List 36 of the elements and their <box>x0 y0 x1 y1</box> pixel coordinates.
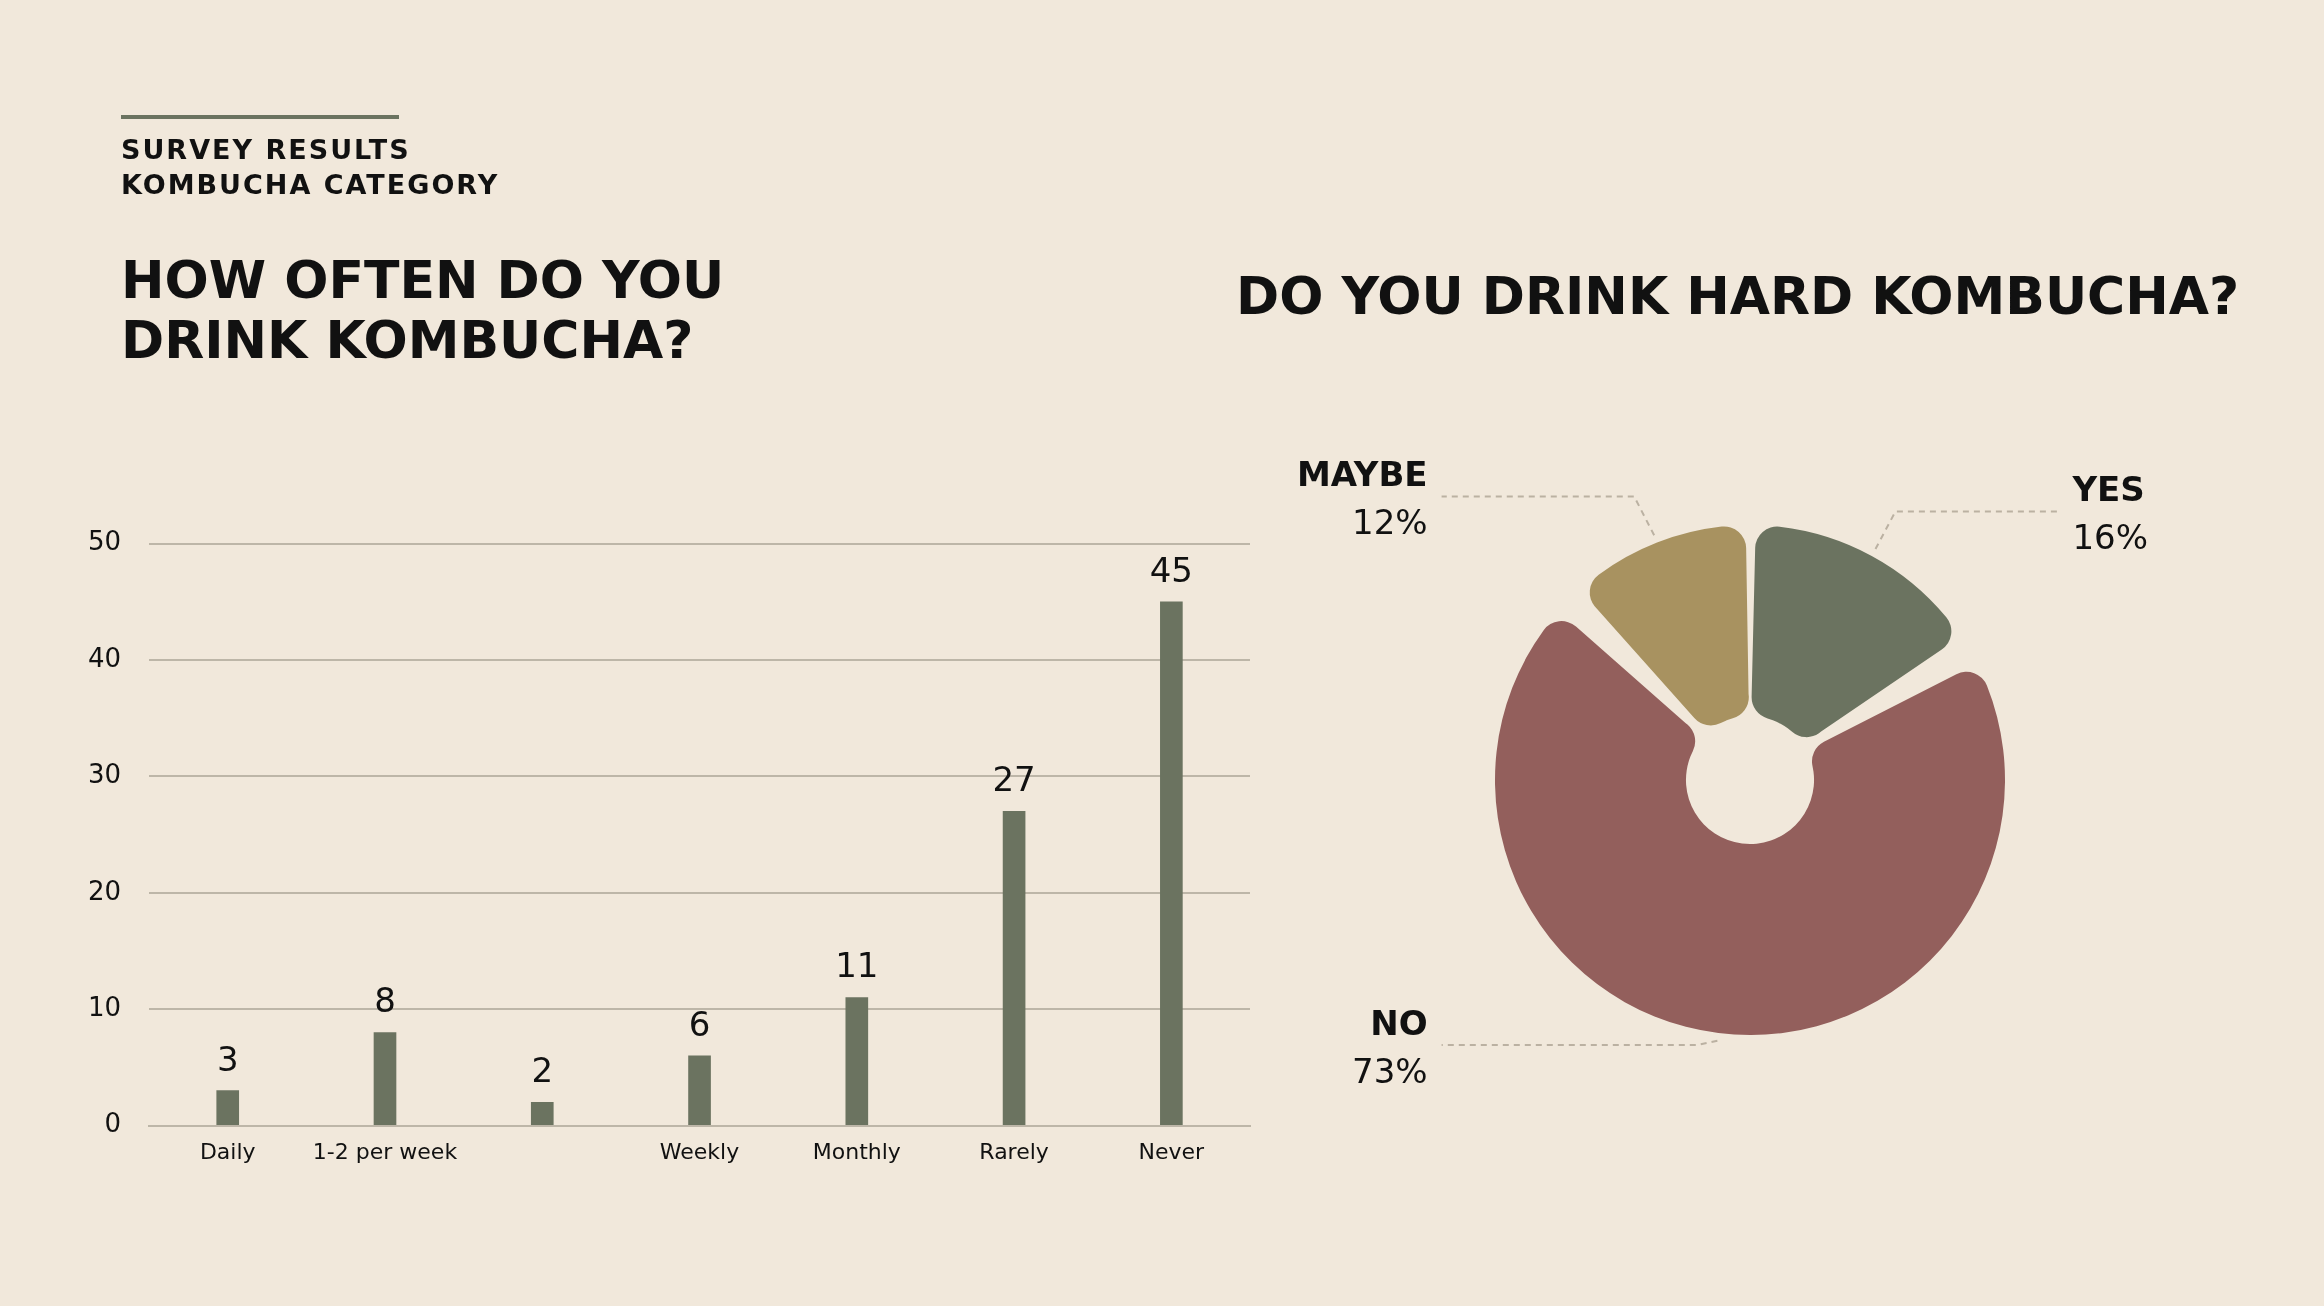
y-tick-label: 10 <box>87 991 122 1022</box>
data-label: 2 <box>531 1050 554 1091</box>
slice-label: YES <box>2071 469 2145 510</box>
bar <box>216 1090 240 1125</box>
chart-title: HOW OFTEN DO YOU DRINK KOMBUCHA? <box>121 250 726 370</box>
data-label: 73% <box>1352 1051 1428 1091</box>
data-label: 3 <box>216 1038 239 1079</box>
slice-label: NO <box>1370 1003 1428 1043</box>
x-tick-label: Monthly <box>812 1138 901 1164</box>
y-tick-label: 30 <box>87 759 122 790</box>
y-tick-label: 20 <box>87 875 122 906</box>
data-label: 16% <box>2072 517 2148 558</box>
x-tick-label: Weekly <box>659 1138 740 1164</box>
x-tick-label: Rarely <box>979 1138 1049 1164</box>
y-tick-label: 50 <box>87 526 122 557</box>
bar <box>373 1032 397 1125</box>
x-tick-label: 1-2 per week <box>312 1138 458 1164</box>
slice-label: MAYBE <box>1296 454 1428 495</box>
data-label: 45 <box>1149 549 1193 590</box>
y-tick-label: 0 <box>104 1108 122 1139</box>
data-label: 12% <box>1352 502 1428 543</box>
bar <box>1160 601 1183 1125</box>
bar <box>845 997 869 1125</box>
x-tick-label: Never <box>1138 1138 1206 1164</box>
bar <box>1002 810 1026 1125</box>
y-tick-label: 40 <box>87 642 122 673</box>
data-label: 27 <box>992 759 1036 800</box>
data-label: 11 <box>835 945 879 986</box>
data-label: 8 <box>374 980 396 1021</box>
chart-title: DO YOU DRINK HARD KOMBUCHA? <box>1236 266 2240 326</box>
bar <box>688 1055 711 1125</box>
text: SURVEY RESULTS <box>121 133 412 167</box>
data-label: 6 <box>688 1003 711 1044</box>
text: KOMBUCHA CATEGORY <box>121 168 500 202</box>
bar <box>530 1101 554 1125</box>
x-tick-label: Daily <box>199 1138 256 1164</box>
